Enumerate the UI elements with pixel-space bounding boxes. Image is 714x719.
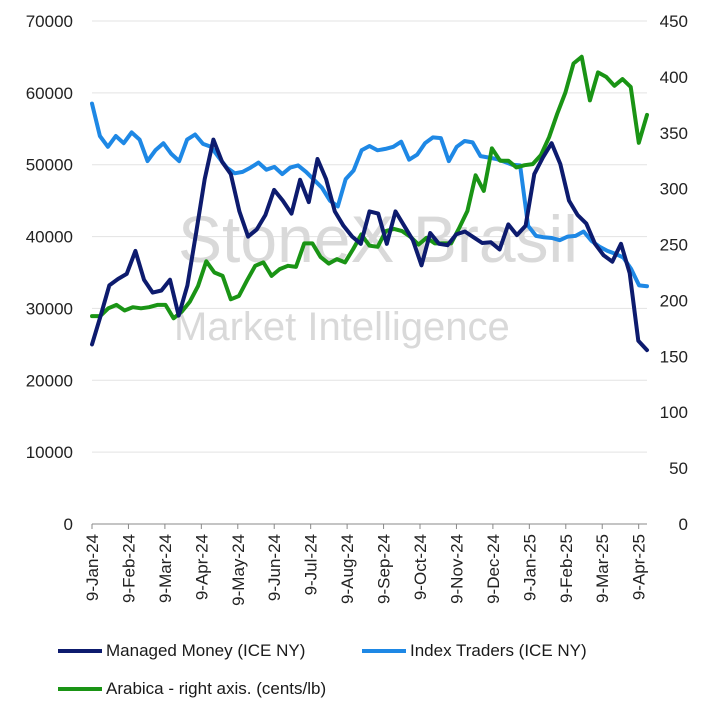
legend-item-arabica: Arabica - right axis. (cents/lb) bbox=[58, 679, 326, 699]
left-tick-label: 20000 bbox=[26, 371, 73, 390]
series-line-index-traders bbox=[90, 101, 649, 289]
right-tick-label: 100 bbox=[660, 403, 688, 422]
x-tick-label: 9-Feb-25 bbox=[557, 534, 576, 603]
x-tick-label: 9-Dec-24 bbox=[484, 534, 503, 604]
x-tick-label: 9-Feb-24 bbox=[119, 534, 138, 603]
right-tick-label: 350 bbox=[660, 124, 688, 143]
x-tick-label: 9-Sep-24 bbox=[375, 534, 394, 604]
x-tick-label: 9-Apr-25 bbox=[630, 534, 649, 600]
legend-item-managed-money: Managed Money (ICE NY) bbox=[58, 641, 305, 661]
legend-item-index-traders: Index Traders (ICE NY) bbox=[362, 641, 587, 661]
x-tick-label: 9-Jan-25 bbox=[520, 534, 539, 601]
right-axis-ticks: 0 50 100 150 200 250 300 350 400 450 bbox=[660, 12, 688, 534]
x-tick-label: 9-Nov-24 bbox=[447, 534, 466, 604]
left-tick-label: 50000 bbox=[26, 156, 73, 175]
left-tick-label: 0 bbox=[64, 515, 73, 534]
x-axis-ticks: 9-Jan-24 9-Feb-24 9-Mar-24 9-Apr-24 9-May-24… bbox=[83, 524, 649, 606]
left-tick-label: 10000 bbox=[26, 443, 73, 462]
left-tick-label: 70000 bbox=[26, 12, 73, 31]
right-tick-label: 400 bbox=[660, 68, 688, 87]
x-tick-label: 9-Oct-24 bbox=[411, 534, 430, 600]
legend-swatch-arabica bbox=[58, 687, 102, 691]
x-tick-label: 9-Jun-24 bbox=[265, 534, 284, 601]
watermark-tag: Market Intelligence bbox=[174, 305, 510, 349]
legend-label-index-traders: Index Traders (ICE NY) bbox=[410, 641, 587, 660]
watermark: StoneX Brasil Market Intelligence bbox=[174, 202, 578, 349]
right-tick-label: 0 bbox=[679, 515, 688, 534]
left-tick-label: 40000 bbox=[26, 228, 73, 247]
x-tick-label: 9-Mar-24 bbox=[156, 534, 175, 603]
x-tick-label: 9-Jan-24 bbox=[83, 534, 102, 601]
x-tick-label: 9-Mar-25 bbox=[593, 534, 612, 603]
left-tick-label: 60000 bbox=[26, 84, 73, 103]
x-tick-label: 9-May-24 bbox=[229, 534, 248, 606]
left-tick-label: 30000 bbox=[26, 299, 73, 318]
right-tick-label: 200 bbox=[660, 291, 688, 310]
legend-label-arabica: Arabica - right axis. (cents/lb) bbox=[106, 679, 327, 698]
series-line-managed-money bbox=[90, 137, 649, 353]
right-tick-label: 150 bbox=[660, 347, 688, 366]
legend-label-managed-money: Managed Money (ICE NY) bbox=[106, 641, 306, 660]
legend-swatch-index-traders bbox=[362, 649, 406, 653]
left-axis-ticks: 0 10000 20000 30000 40000 50000 60000 70000 bbox=[26, 12, 73, 534]
series-line-arabica bbox=[90, 54, 649, 321]
x-tick-label: 9-Aug-24 bbox=[338, 534, 357, 604]
x-tick-label: 9-Apr-24 bbox=[192, 534, 211, 600]
legend-swatch-managed-money bbox=[58, 649, 102, 653]
right-tick-label: 450 bbox=[660, 12, 688, 31]
right-tick-label: 50 bbox=[669, 459, 688, 478]
right-tick-label: 300 bbox=[660, 180, 688, 199]
right-tick-label: 250 bbox=[660, 236, 688, 255]
series-lines bbox=[90, 54, 649, 353]
x-tick-label: 9-Jul-24 bbox=[302, 534, 321, 595]
